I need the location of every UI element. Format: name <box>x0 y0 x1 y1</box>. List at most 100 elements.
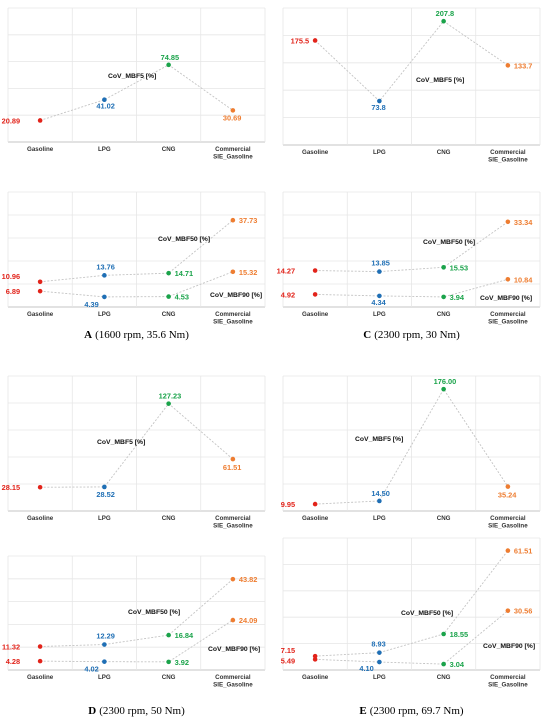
data-point <box>377 659 382 665</box>
data-label: 61.51 <box>514 547 533 556</box>
panel-caption-text: (2300 rpm, 30 Nm) <box>374 329 460 341</box>
series-annotation: CoV_MBF50 [%] <box>423 239 475 246</box>
panel-caption-letter: C <box>363 329 371 341</box>
x-tick-label: Commercial SIE_Gasoline <box>213 146 253 161</box>
data-point <box>441 386 446 392</box>
x-tick-label: Gasoline <box>27 674 54 681</box>
series-annotation: CoV_MBF50 [%] <box>158 236 210 243</box>
data-point <box>166 270 171 276</box>
data-label: 4.53 <box>175 293 189 302</box>
data-point <box>37 118 43 123</box>
x-tick-label: Gasoline <box>27 515 54 522</box>
series-line <box>40 271 234 298</box>
x-tick-label: Gasoline <box>302 149 329 156</box>
series-annotation: CoV_MBF90 [%] <box>208 646 260 653</box>
data-point <box>312 292 318 297</box>
data-point <box>102 484 107 490</box>
series-annotation: CoV_MBF5 [%] <box>416 77 464 84</box>
data-label: 14.50 <box>371 489 390 498</box>
x-tick-label: Gasoline <box>302 515 329 522</box>
data-label: 207.8 <box>436 9 455 18</box>
series-line <box>39 64 234 121</box>
data-point <box>377 98 382 104</box>
chart-panel-A: Gasoline LPG CNG Commercial SIE_Gasoline 20.8… <box>2 7 266 341</box>
data-label: 10.84 <box>514 275 533 284</box>
x-tick-label: Gasoline <box>27 311 54 318</box>
panel-caption-text: (2300 rpm, 50 Nm) <box>99 705 185 717</box>
data-label: 9.95 <box>281 500 295 509</box>
data-point <box>37 288 43 294</box>
x-tick-label: Commercial SIE_Gasoline <box>488 674 528 689</box>
data-label: 3.04 <box>450 660 465 669</box>
panel-caption-text: (2300 rpm, 69.7 Nm) <box>370 705 464 717</box>
series-annotation: CoV_MBF50 [%] <box>128 609 180 616</box>
data-point <box>230 108 236 113</box>
data-label: 73.8 <box>371 103 385 112</box>
data-label: 7.15 <box>281 646 295 655</box>
x-tick-label: CNG <box>437 674 451 681</box>
data-point <box>505 484 511 489</box>
chart-panel-E: Gasoline LPG CNG Commercial SIE_Gasoline 9.95… <box>281 375 541 717</box>
x-tick-label: LPG <box>373 674 386 681</box>
data-point <box>312 653 318 659</box>
series-annotation: CoV_MBF90 [%] <box>483 643 535 650</box>
data-point <box>230 269 236 275</box>
data-label: 30.56 <box>514 607 533 616</box>
data-label: 4.39 <box>84 300 98 309</box>
series-line <box>40 402 234 488</box>
data-point <box>102 97 107 103</box>
data-point <box>441 631 446 637</box>
data-label: 15.32 <box>239 268 258 277</box>
x-tick-label: CNG <box>162 515 176 522</box>
data-label: 4.28 <box>6 657 20 666</box>
panel-caption: D (2300 rpm, 50 Nm) <box>88 705 185 717</box>
data-label: 10.96 <box>2 272 21 281</box>
panel-caption: A (1600 rpm, 35.6 Nm) <box>84 329 189 341</box>
x-tick-label: LPG <box>98 146 111 153</box>
x-tick-label: LPG <box>98 311 111 318</box>
data-label: 37.73 <box>239 216 258 225</box>
data-label: 14.71 <box>175 269 194 278</box>
series-line <box>40 219 234 283</box>
x-tick-label: Commercial SIE_Gasoline <box>213 311 253 326</box>
series-annotation: CoV_MBF5 [%] <box>108 73 156 80</box>
data-point <box>505 548 511 553</box>
x-tick-label: LPG <box>98 515 111 522</box>
data-point <box>102 273 107 278</box>
data-point <box>312 501 318 507</box>
data-label: 61.51 <box>223 463 242 472</box>
series-annotation: CoV_MBF5 [%] <box>355 436 403 443</box>
data-point <box>37 279 43 285</box>
data-point <box>312 38 318 43</box>
series-annotation: CoV_MBF90 [%] <box>480 295 532 302</box>
data-point <box>166 659 171 665</box>
x-tick-label: CNG <box>437 515 451 522</box>
data-label: 13.76 <box>96 262 115 271</box>
data-point <box>230 217 236 223</box>
data-point <box>37 658 43 664</box>
x-tick-label: Commercial SIE_Gasoline <box>213 674 253 689</box>
data-point <box>102 642 107 647</box>
panel-caption-letter: D <box>88 705 96 717</box>
series-annotation: CoV_MBF90 [%] <box>210 292 262 299</box>
x-tick-label: LPG <box>98 674 111 681</box>
data-label: 8.93 <box>371 640 385 649</box>
x-tick-label: Commercial SIE_Gasoline <box>213 515 253 530</box>
chart-panel-C: Gasoline LPG CNG Commercial SIE_Gasoline 175.… <box>277 7 541 341</box>
panel-caption: C (2300 rpm, 30 Nm) <box>363 329 460 341</box>
data-label: 127.23 <box>159 392 182 401</box>
data-point <box>505 219 511 225</box>
data-label: 4.34 <box>371 298 386 307</box>
data-label: 176.00 <box>434 377 457 386</box>
data-label: 3.92 <box>175 658 189 667</box>
data-point <box>166 401 171 406</box>
data-label: 4.92 <box>281 290 295 299</box>
data-label: 11.32 <box>2 643 20 652</box>
data-label: 28.15 <box>2 483 21 492</box>
data-point <box>37 644 43 649</box>
series-line <box>40 619 234 663</box>
series-line <box>314 20 509 102</box>
data-label: 30.69 <box>223 113 242 122</box>
data-point <box>166 62 171 68</box>
